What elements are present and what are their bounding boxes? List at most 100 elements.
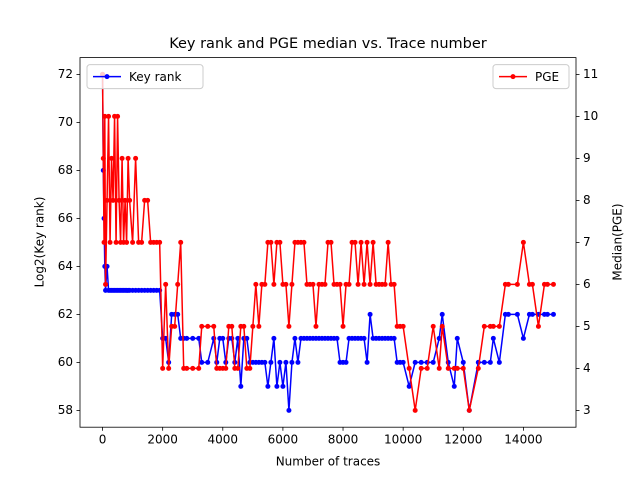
data-point [391,335,397,341]
data-point [268,359,274,365]
data-point [160,365,166,371]
data-point [106,113,112,119]
data-point [490,335,496,341]
y2-tick-label: 9 [583,151,591,165]
data-point [358,239,364,245]
data-point [367,281,373,287]
data-point [481,359,487,365]
data-point [322,281,328,287]
data-point [352,239,358,245]
data-point [370,239,376,245]
data-point [235,365,241,371]
data-point [122,197,128,203]
data-point [271,335,277,341]
data-point [196,365,202,371]
x-tick-label: 10000 [384,433,422,447]
data-point [262,359,268,365]
legend-box [492,64,570,90]
data-point [286,323,292,329]
data-point [544,281,550,287]
data-point [346,281,352,287]
y2-tick-label: 8 [583,193,591,207]
data-point [190,365,196,371]
y2-tick-label: 4 [583,361,591,375]
y-tick-label: 72 [58,67,73,81]
data-point [102,113,108,119]
data-point [439,323,445,329]
data-point [295,359,301,365]
data-point [487,359,493,365]
data-point [436,335,442,341]
data-point [139,239,145,245]
y-tick-label: 68 [58,163,73,177]
data-point [109,155,115,161]
data-point [223,365,229,371]
data-point [241,323,247,329]
data-point [175,281,181,287]
x-tick-label: 6000 [268,433,299,447]
data-point [514,311,520,317]
data-point [505,311,511,317]
y2-tick-label: 5 [583,319,591,333]
data-point [361,281,367,287]
data-point [280,383,286,389]
data-point [436,365,442,371]
data-point [205,359,211,365]
data-point [355,281,361,287]
data-point [133,155,139,161]
x-tick-label: 14000 [504,433,542,447]
legend-box [86,64,204,90]
data-point [271,281,277,287]
x-tick-label: 12000 [444,433,482,447]
data-point [466,407,472,413]
y2-tick-label: 6 [583,277,591,291]
data-point [274,383,280,389]
legend-label: Key rank [129,70,181,84]
data-point [313,323,319,329]
data-point [544,311,550,317]
data-point [364,359,370,365]
legend-marker [104,74,110,80]
data-point [385,239,391,245]
data-point [412,359,418,365]
data-point [361,335,367,341]
data-point [430,359,436,365]
data-point [166,365,172,371]
data-point [286,407,292,413]
data-point [460,365,466,371]
y2-tick-label: 3 [583,403,591,417]
data-point [475,365,481,371]
data-point [184,365,190,371]
data-point [196,335,202,341]
y2-tick-label: 11 [583,67,598,81]
data-point [496,359,502,365]
data-point [256,323,262,329]
data-point [418,365,424,371]
data-point [424,365,430,371]
x-tick-label: 0 [99,433,107,447]
data-point [520,335,526,341]
data-point [238,383,244,389]
chart-title: Key rank and PGE median vs. Trace number [169,36,487,52]
x-tick-label: 8000 [328,433,359,447]
y-tick-label: 58 [58,403,73,417]
x-tick-label: 2000 [147,433,178,447]
data-point [289,281,295,287]
data-point [505,281,511,287]
data-point [247,365,253,371]
data-point [268,239,274,245]
data-point [101,239,107,245]
data-point [115,113,121,119]
data-point [364,239,370,245]
data-point [220,335,226,341]
data-point [391,281,397,287]
data-point [253,281,259,287]
data-point [334,335,340,341]
data-point [514,281,520,287]
data-point [283,281,289,287]
data-point [400,359,406,365]
data-point [481,323,487,329]
data-point [178,239,184,245]
data-point [211,323,217,329]
